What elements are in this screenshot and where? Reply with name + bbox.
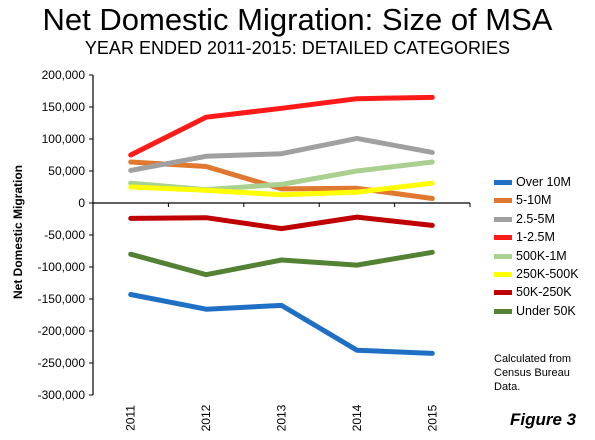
chart-subtitle: YEAR ENDED 2011-2015: DETAILED CATEGORIE…: [84, 38, 511, 58]
series-line: [128, 94, 435, 158]
series-line: [128, 249, 435, 278]
legend-swatch: [494, 253, 512, 259]
y-tick-label: -100,000: [38, 260, 86, 274]
legend-label: Over 10M: [516, 175, 571, 189]
legend-label: 50K-250K: [516, 285, 572, 300]
y-tick-label: -250,000: [38, 356, 86, 370]
series-group: [128, 94, 435, 356]
source-note-line-2: Census Bureau: [494, 367, 570, 379]
figure-label: Figure 3: [510, 410, 577, 429]
legend-label: 5-10M: [516, 193, 552, 208]
chart-title: Net Domestic Migration: Size of MSA: [42, 2, 553, 37]
axes-group: [89, 74, 471, 396]
x-tick-label: 2012: [199, 404, 213, 431]
legend-swatch: [494, 271, 512, 277]
source-note-line-1: Calculated from: [494, 353, 572, 365]
x-tick-label: 2015: [425, 404, 439, 431]
y-tick-label: -200,000: [38, 324, 86, 338]
series-line: [128, 292, 435, 356]
y-tick-label: -150,000: [38, 292, 86, 306]
y-tick-group: 200,000 150,000 100,000 50,000 0 -50,000 -100,…: [38, 68, 86, 402]
y-tick-label: 150,000: [42, 100, 86, 114]
series-line: [128, 214, 435, 232]
x-tick-label: 2013: [275, 404, 289, 431]
legend-swatch: [494, 308, 512, 314]
legend-label: Under 50K: [516, 303, 576, 318]
series-line: [128, 159, 435, 201]
y-tick-label: 100,000: [42, 132, 86, 146]
legend-label: 500K-1M: [516, 248, 567, 263]
legend-swatch: [494, 180, 512, 185]
source-note: Calculated from Census Bureau Data.: [494, 352, 594, 394]
legend-label: 250K-500K: [516, 266, 579, 281]
source-note-line-3: Data.: [494, 381, 521, 393]
legend-label: 1-2.5M: [516, 230, 555, 245]
legend-swatch: [494, 235, 512, 241]
legend-label: 2.5-5M: [516, 211, 555, 226]
x-tick-label: 2014: [350, 404, 364, 431]
legend-swatch: [494, 198, 512, 204]
x-tick-label: 2011: [124, 405, 138, 431]
y-tick-label: 200,000: [42, 68, 86, 82]
legend-swatch: [494, 290, 512, 296]
y-tick-label: -50,000: [44, 228, 85, 242]
legend-swatch: [494, 216, 512, 222]
x-tick-group: 2011 2012 2013 2014 2015: [124, 404, 440, 431]
y-tick-label: -300,000: [38, 388, 86, 402]
y-tick-label: 0: [78, 196, 85, 210]
y-tick-label: 50,000: [48, 164, 85, 178]
series-line: [128, 180, 435, 198]
series-line: [128, 135, 435, 173]
